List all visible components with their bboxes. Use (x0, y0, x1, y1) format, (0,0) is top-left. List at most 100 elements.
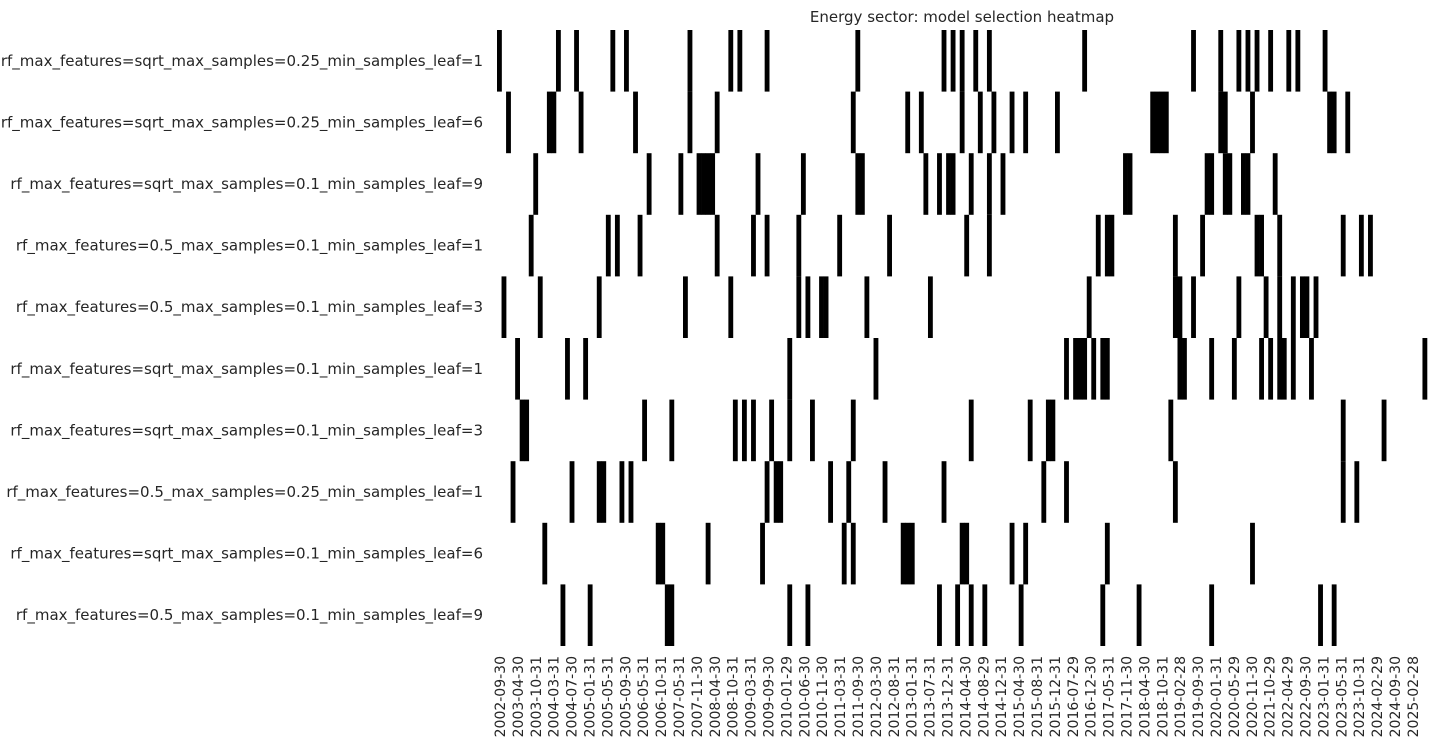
heatmap-cell-selected (578, 91, 584, 154)
heatmap-cell-selected (624, 30, 629, 92)
heatmap-cells (497, 30, 1428, 646)
row-labels: rf_max_features=sqrt_max_samples=0.25_mi… (1, 52, 483, 625)
heatmap-cell-selected (959, 30, 965, 92)
column-label: 2005-01-31 (583, 656, 599, 737)
heatmap-cell-selected (918, 91, 924, 154)
heatmap-cell-selected (705, 153, 711, 215)
heatmap-cell-selected (1177, 338, 1183, 400)
column-label: 2006-10-31 (654, 656, 670, 737)
column-label: 2010-06-30 (797, 656, 813, 737)
heatmap-cell-selected (1277, 214, 1283, 277)
heatmap-cell-selected (1272, 153, 1278, 215)
column-label: 2023-01-31 (1316, 656, 1332, 737)
heatmap-cell-selected (1204, 153, 1210, 215)
heatmap-cell-selected (968, 584, 974, 646)
heatmap-cell-selected (669, 399, 675, 462)
heatmap-cell-selected (751, 399, 756, 462)
heatmap-cell-selected (515, 338, 520, 400)
heatmap-cell-selected (1368, 214, 1373, 277)
column-labels: 2002-09-30 2003-04-30 2003-10-31 2004-03-31… (493, 656, 1422, 737)
heatmap-cell-selected (1236, 276, 1242, 338)
heatmap-cell-selected (1154, 91, 1160, 154)
heatmap-cell-selected (1009, 522, 1015, 585)
heatmap-cell-selected (937, 153, 942, 215)
heatmap-cell-selected (728, 276, 734, 338)
heatmap-cell-selected (973, 30, 979, 92)
heatmap-cell-selected (1123, 153, 1128, 215)
heatmap-cell-selected (787, 399, 793, 462)
heatmap-cell-selected (1172, 461, 1178, 523)
column-label: 2016-07-29 (1066, 656, 1082, 737)
column-label: 2013-01-31 (905, 656, 921, 737)
column-label: 2022-04-29 (1281, 656, 1297, 737)
heatmap-cell-selected (1182, 338, 1187, 400)
heatmap-cell-selected (1100, 584, 1106, 646)
heatmap-cell-selected (510, 461, 516, 523)
row-label: rf_max_features=sqrt_max_samples=0.1_min… (10, 545, 483, 564)
heatmap-cell-selected (569, 461, 575, 523)
column-label: 2014-08-29 (976, 656, 992, 737)
row-label: rf_max_features=sqrt_max_samples=0.1_min… (10, 360, 483, 379)
heatmap-cell-selected (986, 153, 992, 215)
heatmap-cell-selected (927, 276, 933, 338)
heatmap-cell-selected (655, 522, 661, 585)
heatmap-cell-selected (1318, 584, 1323, 646)
heatmap-cell-selected (941, 461, 947, 523)
heatmap-cell-selected (1254, 214, 1260, 277)
heatmap-cell-selected (732, 399, 738, 462)
heatmap-cell-selected (1345, 91, 1351, 154)
heatmap-cell-selected (546, 91, 552, 154)
heatmap-cell-selected (764, 214, 770, 277)
heatmap-cell-selected (614, 214, 620, 277)
heatmap-cell-selected (800, 153, 806, 215)
column-label: 2005-09-30 (618, 656, 634, 737)
heatmap-cell-selected (787, 338, 793, 400)
heatmap-cell-selected (728, 30, 734, 92)
heatmap-cell-selected (1082, 30, 1088, 92)
heatmap-cell-selected (524, 399, 530, 462)
heatmap-cell-selected (1313, 276, 1319, 338)
heatmap-cell-selected (1172, 214, 1178, 277)
heatmap-cell-selected (1263, 276, 1269, 338)
heatmap-cell-selected (637, 214, 643, 277)
heatmap-cell-selected (506, 91, 511, 154)
heatmap-cell-selected (823, 276, 829, 338)
heatmap-cell-selected (855, 153, 861, 215)
heatmap-cell-selected (1163, 91, 1169, 154)
heatmap-cell-selected (1041, 461, 1047, 523)
column-label: 2022-09-30 (1299, 656, 1315, 737)
row-label: rf_max_features=0.5_max_samples=0.1_min_… (16, 237, 483, 256)
heatmap-cell-selected (778, 461, 784, 523)
column-label: 2008-04-30 (708, 656, 724, 737)
column-label: 2020-01-31 (1209, 656, 1225, 737)
heatmap-cell-selected (1290, 276, 1296, 338)
column-label: 2023-05-31 (1334, 656, 1350, 737)
heatmap-cell-selected (850, 399, 856, 462)
heatmap-cell-selected (950, 30, 956, 92)
column-label: 2011-09-30 (851, 656, 867, 737)
heatmap-cell-selected (551, 91, 557, 154)
heatmap-cell-selected (1227, 153, 1233, 215)
row-label: rf_max_features=sqrt_max_samples=0.1_min… (10, 421, 483, 440)
heatmap-cell-selected (1340, 214, 1346, 277)
heatmap-cell-selected (660, 522, 666, 585)
heatmap-cell-selected (1299, 276, 1305, 338)
column-label: 2013-07-31 (923, 656, 939, 737)
heatmap-cell-selected (542, 522, 548, 585)
heatmap-cell-selected (705, 522, 711, 585)
heatmap-cell-selected (909, 522, 915, 585)
heatmap-cell-selected (855, 30, 861, 92)
heatmap-cell-selected (710, 153, 716, 215)
heatmap-cell-selected (1268, 30, 1274, 92)
column-label: 2017-11-30 (1120, 656, 1136, 737)
heatmap-cell-selected (1277, 276, 1283, 338)
heatmap-cell-selected (805, 276, 811, 338)
heatmap-cell-selected (501, 276, 507, 338)
heatmap-cell-selected (596, 461, 602, 523)
heatmap-cell-selected (1241, 153, 1246, 215)
heatmap-cell-selected (1150, 91, 1156, 154)
heatmap-cell-selected (1168, 399, 1174, 462)
heatmap-cell-selected (1073, 338, 1078, 400)
heatmap-cell-selected (537, 276, 543, 338)
